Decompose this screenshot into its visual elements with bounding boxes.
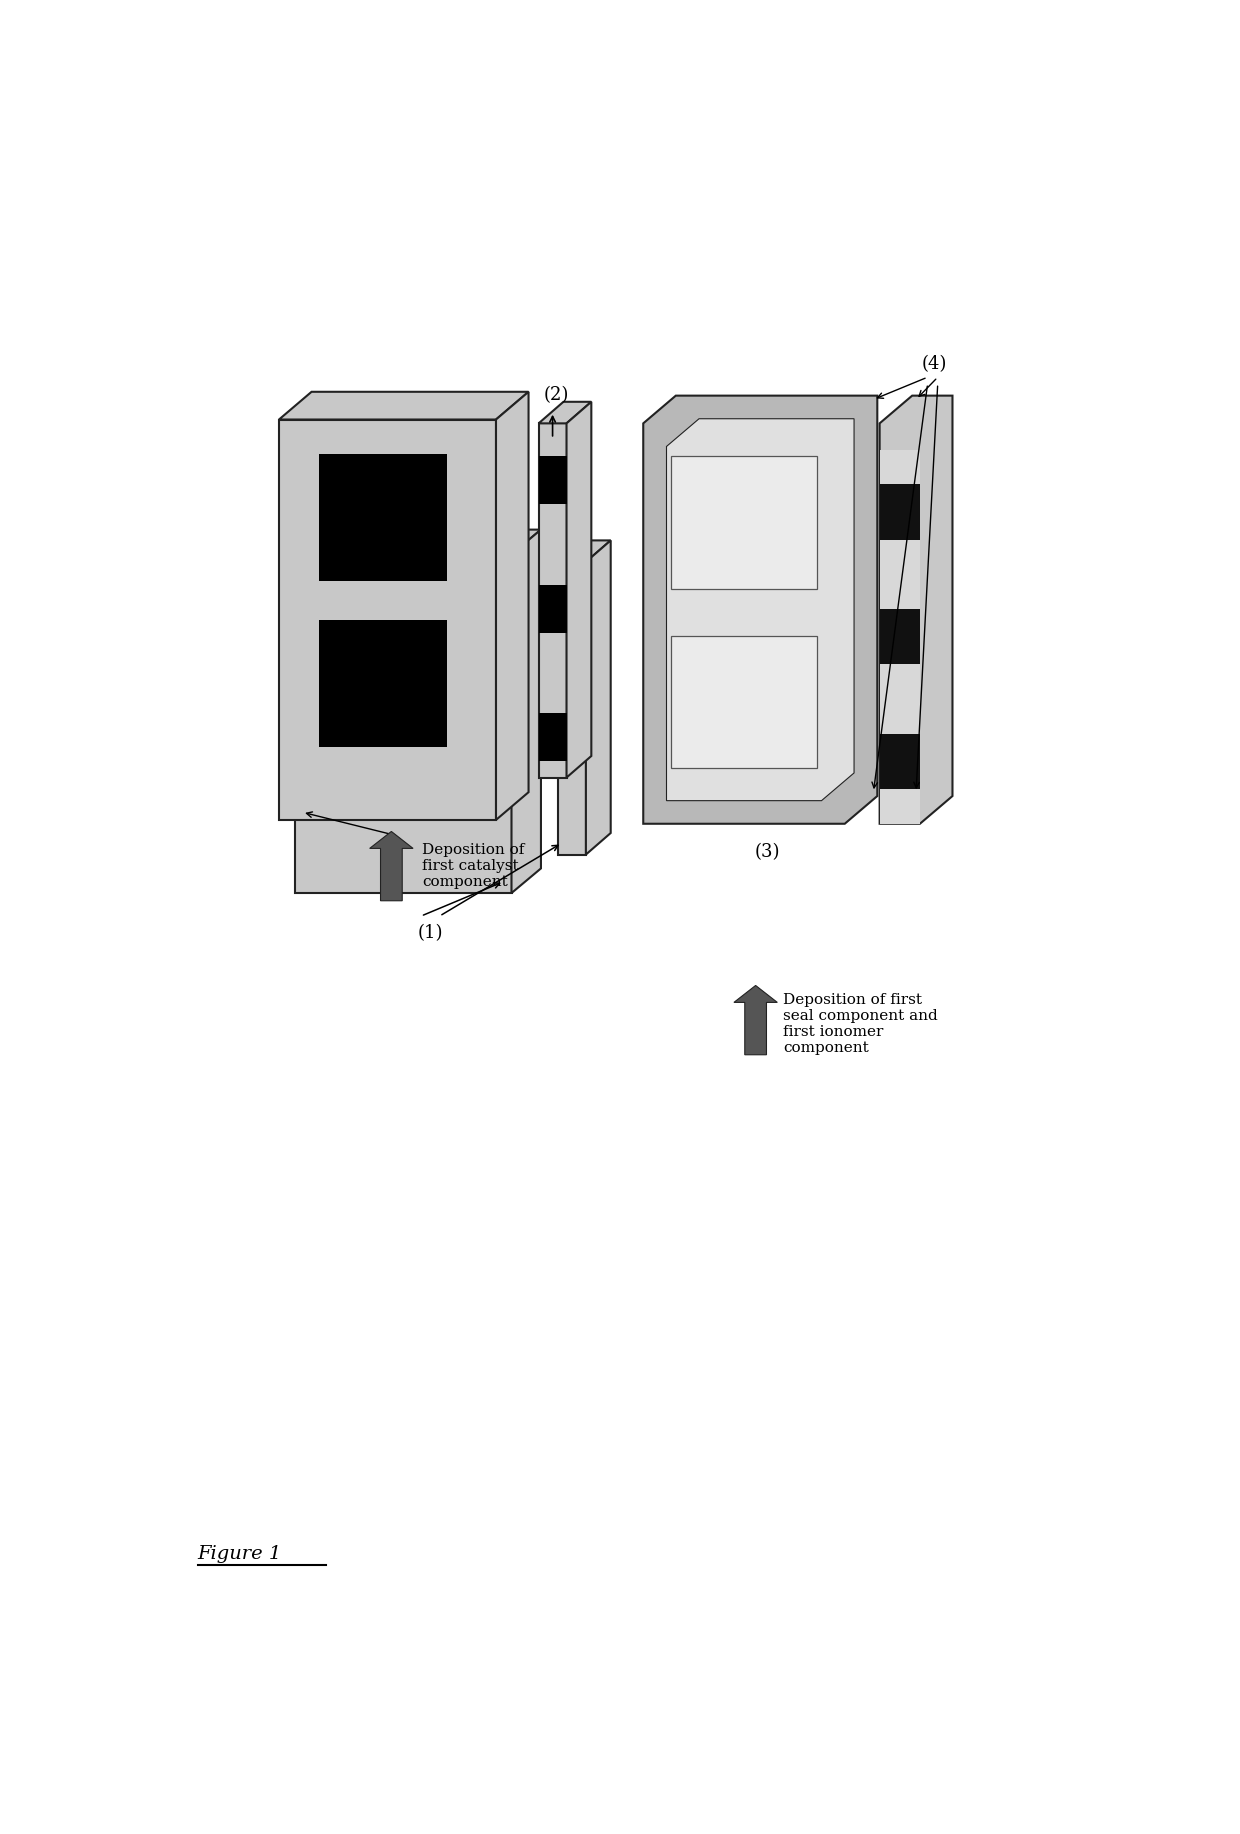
Polygon shape	[667, 418, 854, 801]
Polygon shape	[644, 396, 878, 823]
Text: (3): (3)	[754, 844, 780, 860]
Bar	[538, 457, 567, 504]
Polygon shape	[558, 561, 587, 855]
Polygon shape	[511, 530, 541, 893]
Bar	[879, 699, 920, 734]
Bar	[879, 484, 920, 539]
Text: (1): (1)	[418, 924, 443, 943]
Text: (4): (4)	[921, 356, 946, 374]
Polygon shape	[496, 392, 528, 820]
Bar	[538, 713, 567, 761]
Bar	[671, 457, 817, 589]
Bar	[320, 620, 448, 746]
Bar	[879, 539, 920, 574]
Bar	[879, 734, 920, 789]
Polygon shape	[295, 554, 511, 893]
Polygon shape	[370, 831, 413, 900]
Bar	[879, 574, 920, 609]
Bar	[320, 455, 448, 581]
Polygon shape	[538, 424, 567, 778]
Polygon shape	[734, 985, 777, 1055]
Bar	[879, 609, 920, 664]
Text: Deposition of first
seal component and
first ionomer
component: Deposition of first seal component and f…	[782, 992, 937, 1055]
Polygon shape	[587, 541, 611, 855]
Polygon shape	[879, 396, 952, 823]
Polygon shape	[279, 420, 496, 820]
Polygon shape	[567, 402, 591, 778]
Bar	[879, 664, 920, 699]
Bar	[671, 636, 817, 768]
Bar	[879, 449, 920, 484]
Text: (2): (2)	[544, 387, 569, 403]
Polygon shape	[558, 541, 611, 561]
Text: Deposition of
first catalyst
component: Deposition of first catalyst component	[423, 844, 525, 889]
Bar	[538, 585, 567, 633]
Bar	[879, 789, 920, 823]
Polygon shape	[295, 530, 541, 554]
Text: Figure 1: Figure 1	[197, 1544, 281, 1563]
Polygon shape	[279, 392, 528, 420]
Polygon shape	[538, 402, 591, 424]
